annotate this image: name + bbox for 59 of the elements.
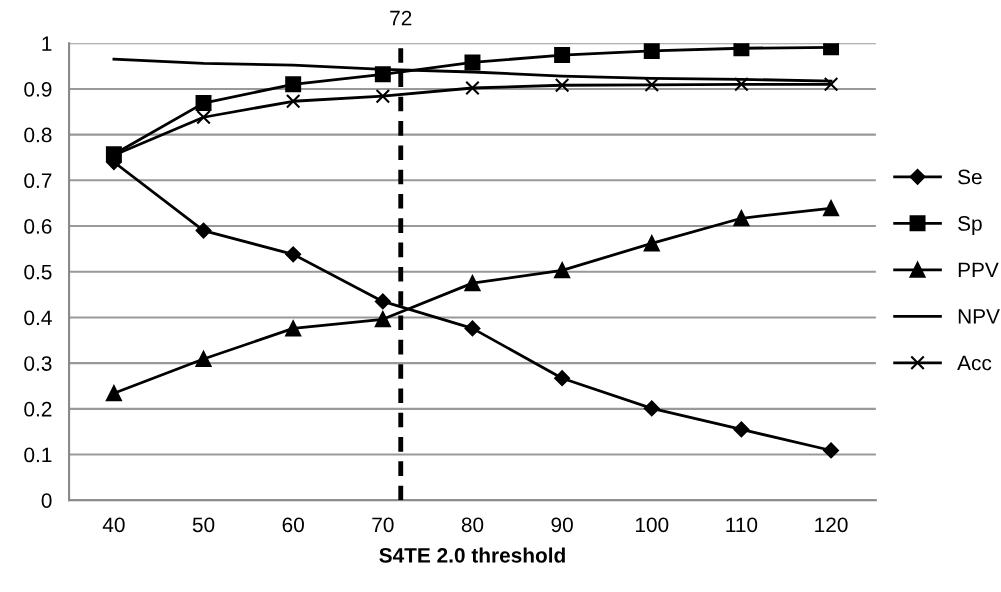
point [734,77,749,92]
point [195,222,212,239]
point [733,210,750,227]
point [285,93,301,109]
point [196,109,211,125]
x-tick-label: 90 [551,517,573,533]
point [374,311,391,328]
y-tick-label: 0.3 [24,356,52,371]
point [644,77,660,93]
y-tick-label: 0.5 [24,264,52,280]
point [554,262,571,279]
legend-label: Sp [958,216,982,235]
y-tick-label: 0.9 [24,81,52,97]
point [554,370,571,387]
y-tick-label: 0 [41,493,52,508]
point [823,43,840,56]
point [285,320,302,337]
y-tick-label: 0.2 [24,401,52,417]
point [465,80,480,96]
x-tick-label: 80 [461,517,484,533]
point [105,385,122,402]
x-tick-label: 60 [282,517,304,533]
x-tick-label: 110 [726,517,758,533]
y-tick-label: 0.6 [24,219,52,234]
point [643,43,660,59]
point [643,235,660,252]
x-tick-label: 70 [372,517,394,533]
point [195,95,212,112]
point [285,76,302,93]
point [374,293,391,310]
point [554,47,571,64]
y-tick-label: 0.1 [24,447,52,463]
y-tick-label: 0.8 [24,127,52,143]
legend-label: PPV [958,262,999,278]
point [733,43,750,57]
x-tick-label: 50 [192,517,215,533]
y-tick-label: 0.7 [24,173,52,189]
point [733,421,750,438]
point [823,200,840,217]
point [823,442,839,459]
point [195,351,212,367]
x-tick-label: 100 [635,517,669,533]
x-axis-title: S4TE 2.0 threshold [379,547,565,563]
point [464,320,481,337]
y-tick-label: 0.4 [24,310,52,326]
x-tick-label: 40 [102,517,125,533]
point [823,77,839,92]
point [285,246,302,263]
ref-line-label: 72 [390,10,412,26]
point [464,275,481,292]
x-tick-label: 120 [815,517,848,533]
point [464,54,481,71]
point [554,77,570,93]
y-tick-label: 1 [42,36,52,51]
legend-label: Acc [957,355,992,371]
legend-label: NPV [958,309,1000,324]
point [643,400,660,417]
point [375,88,391,104]
legend-label: Se [958,169,982,185]
